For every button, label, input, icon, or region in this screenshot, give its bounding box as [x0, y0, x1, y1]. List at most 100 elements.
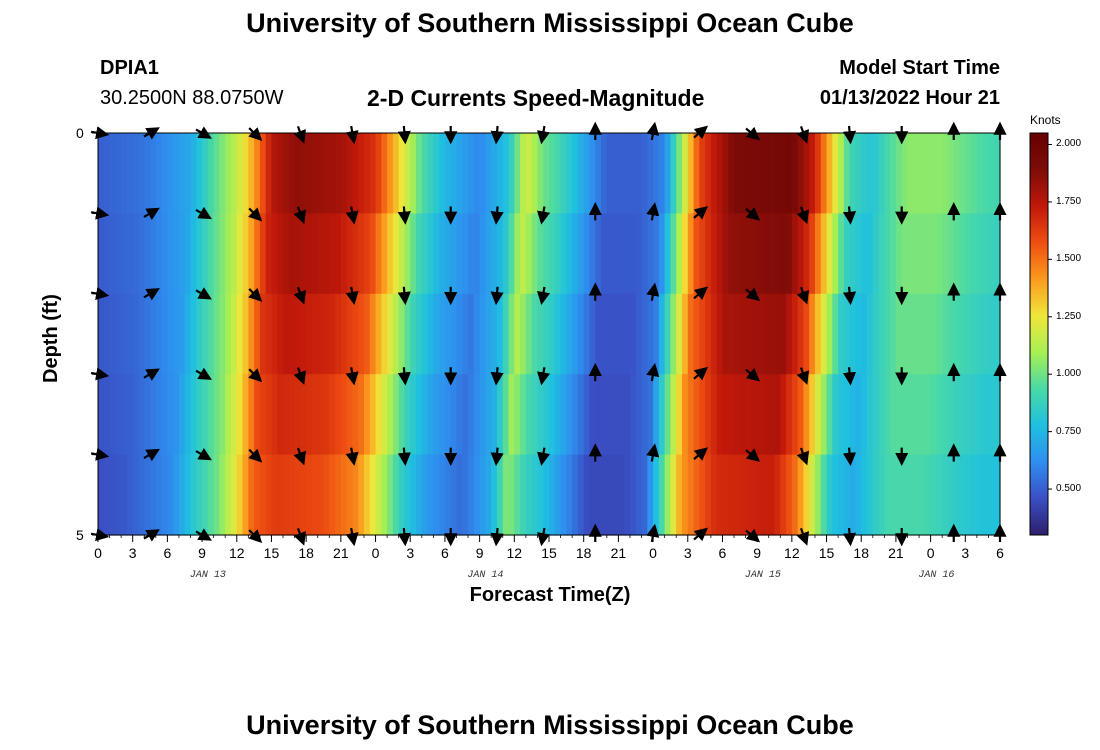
- heatmap-cell: [843, 374, 851, 456]
- heatmap-cell: [392, 213, 400, 295]
- heatmap-cell: [207, 213, 215, 295]
- heatmap-cell: [641, 213, 648, 295]
- heatmap-cell: [381, 374, 388, 456]
- heatmap-cell: [323, 454, 330, 536]
- heatmap-cell: [658, 374, 666, 456]
- heatmap-cell: [595, 133, 602, 214]
- heatmap-cell: [323, 213, 330, 295]
- heatmap-cell: [311, 293, 319, 375]
- heatmap-cell: [786, 374, 793, 456]
- x-tick-label: 6: [996, 545, 1004, 561]
- heatmap-cell: [572, 454, 579, 536]
- heatmap-cell: [734, 213, 741, 295]
- y-axis-title: Depth (ft): [40, 294, 62, 383]
- heatmap-cell: [462, 293, 469, 375]
- heatmap-cell: [138, 374, 145, 456]
- heatmap-cell: [259, 213, 267, 295]
- heatmap-cell: [173, 293, 180, 375]
- heatmap-cell: [843, 213, 851, 295]
- heatmap-cell: [121, 454, 128, 536]
- heatmap-cell: [589, 133, 596, 214]
- heatmap-cell: [988, 133, 995, 214]
- heatmap-cell: [803, 133, 810, 214]
- heatmap-cell: [462, 213, 469, 295]
- heatmap-cell: [300, 133, 307, 214]
- heatmap-cell: [890, 374, 897, 456]
- heatmap-cell: [381, 454, 388, 536]
- heatmap-cell: [375, 133, 382, 214]
- heatmap-cell: [126, 374, 134, 456]
- heatmap-cell: [728, 454, 735, 536]
- heatmap-cell: [161, 374, 168, 456]
- heatmap-cell: [375, 454, 382, 536]
- heatmap-cell: [346, 213, 354, 295]
- heatmap-cell: [340, 374, 348, 456]
- heatmap-cell: [132, 454, 140, 536]
- heatmap-cell: [479, 133, 486, 214]
- heatmap-cell: [629, 133, 637, 214]
- current-arrow: [293, 447, 306, 466]
- heatmap-cell: [202, 374, 209, 456]
- current-arrow: [293, 206, 306, 225]
- heatmap-cell: [959, 133, 966, 214]
- x-tick-label: 0: [94, 545, 102, 561]
- heatmap-cell: [138, 213, 145, 295]
- heatmap-cell: [635, 374, 643, 456]
- heatmap-cell: [583, 454, 591, 536]
- heatmap-cell: [155, 213, 163, 295]
- heatmap-cell: [543, 133, 550, 214]
- heatmap-cell: [861, 454, 868, 536]
- heatmap-cell: [335, 133, 342, 214]
- heatmap-cell: [612, 133, 619, 214]
- heatmap-cell: [439, 133, 446, 214]
- heatmap-cell: [213, 374, 221, 456]
- heatmap-cell: [959, 293, 966, 375]
- heatmap-cell: [953, 374, 961, 456]
- heatmap-cell: [225, 374, 232, 456]
- heatmap-cell: [236, 374, 244, 456]
- heatmap-cell: [953, 213, 961, 295]
- heatmap-cell: [525, 213, 533, 295]
- heatmap-cell: [167, 293, 174, 375]
- current-arrow: [397, 206, 411, 225]
- heatmap-cell: [121, 133, 128, 214]
- heatmap-cell: [520, 133, 527, 214]
- heatmap-cell: [404, 293, 411, 375]
- x-tick-label: 15: [541, 545, 557, 561]
- heatmap-cell: [965, 374, 972, 456]
- heatmap-cell: [965, 454, 972, 536]
- x-tick-label: 18: [853, 545, 869, 561]
- heatmap-cell: [791, 293, 799, 375]
- heatmap-cell: [202, 213, 209, 295]
- heatmap-cell: [786, 133, 793, 214]
- heatmap-cell: [947, 133, 955, 214]
- heatmap-cell: [294, 374, 301, 456]
- heatmap-cell: [699, 133, 706, 214]
- heatmap-cell: [976, 454, 984, 536]
- heatmap-cell: [468, 133, 475, 214]
- heatmap-cell: [664, 374, 672, 456]
- heatmap-cell: [190, 213, 197, 295]
- heatmap-cell: [288, 293, 296, 375]
- heatmap-cell: [485, 133, 492, 214]
- heatmap-cell: [624, 133, 631, 214]
- heatmap-cell: [890, 213, 897, 295]
- current-arrow: [490, 367, 504, 386]
- heatmap-cell: [890, 293, 897, 375]
- heatmap-cell: [126, 454, 134, 536]
- heatmap-cell: [577, 213, 585, 295]
- heatmap-cell: [635, 133, 643, 214]
- heatmap-cell: [236, 213, 244, 295]
- heatmap-cell: [884, 133, 891, 214]
- current-arrow: [842, 206, 857, 225]
- heatmap-cell: [363, 293, 371, 375]
- colorbar-tick-label: 0.500: [1056, 483, 1082, 495]
- colorbar-title: Knots: [1030, 113, 1061, 127]
- heatmap-cell: [329, 133, 336, 214]
- heatmap-cell: [768, 293, 776, 375]
- current-arrow: [248, 287, 263, 302]
- heatmap-cell: [213, 133, 221, 214]
- heatmap-cell: [444, 374, 452, 456]
- heatmap-cell: [820, 374, 828, 456]
